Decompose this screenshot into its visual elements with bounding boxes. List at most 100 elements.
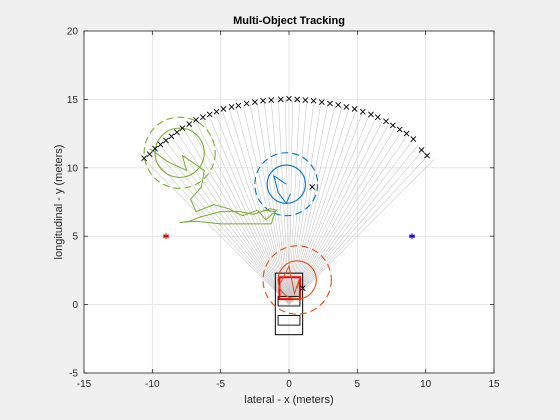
sensor-ray — [288, 110, 357, 305]
sensor-ray — [288, 103, 329, 305]
detection-marker — [179, 125, 186, 132]
detection-marker — [174, 129, 180, 136]
x-tick-label: 5 — [355, 379, 361, 390]
asterisk-marker — [409, 233, 415, 240]
track-outer-circle — [143, 116, 216, 189]
sensor-ray — [159, 144, 290, 305]
sensor-ray — [242, 104, 290, 305]
sensor-ray — [288, 132, 401, 305]
detection-marker — [351, 106, 358, 112]
detection-marker — [163, 137, 169, 144]
y-tick-labels: -5 0 5 10 15 20 — [67, 27, 79, 380]
detection-marker — [389, 122, 396, 129]
detection-marker — [299, 285, 306, 292]
sensor-ray — [249, 103, 290, 305]
y-tick-label: 20 — [67, 27, 79, 38]
asterisk-marker — [163, 233, 169, 240]
detection-marker — [294, 96, 301, 103]
detection-marker — [235, 102, 242, 109]
detection-marker — [168, 133, 175, 140]
detection-marker — [302, 97, 309, 104]
vehicle-window — [277, 295, 301, 307]
detection-marker — [368, 111, 374, 118]
x-tick-label: 10 — [420, 379, 432, 390]
sensor-ray — [288, 100, 315, 305]
track-inner-circle — [154, 127, 205, 178]
sensor-ray — [189, 124, 290, 305]
x-axis-label: lateral - x (meters) — [244, 394, 333, 406]
sensor-ray — [288, 121, 383, 305]
detection-marker — [335, 101, 342, 108]
detection-marker — [327, 100, 333, 107]
axis-ticks — [83, 30, 495, 374]
sensor-ray — [288, 149, 424, 305]
track-inner-circle — [277, 260, 317, 300]
sensor-ray — [263, 100, 290, 305]
sensor-ray — [288, 144, 419, 305]
detection-marker — [260, 97, 266, 104]
sensor-ray — [288, 154, 430, 305]
track-inner-circle — [266, 164, 306, 204]
detection-marker — [146, 151, 153, 158]
x-tick-labels: -15 -10 -5 0 5 10 15 — [77, 379, 500, 390]
detection-marker — [228, 104, 235, 110]
x-tick-label: 15 — [488, 379, 500, 390]
detection-marker — [268, 97, 275, 104]
detection-marker — [418, 147, 425, 153]
sensor-ray — [202, 118, 290, 305]
sensor-ray — [288, 159, 435, 305]
y-tick-label: 5 — [72, 232, 78, 243]
track-outer-circle — [262, 245, 332, 315]
x-tick-label: 0 — [286, 379, 292, 390]
detection-marker — [157, 141, 164, 148]
detections — [141, 95, 430, 292]
sensor-ray — [177, 132, 290, 305]
track-outer-circle — [254, 152, 319, 217]
sensor-ray — [288, 136, 407, 305]
sensor-ray — [288, 124, 389, 305]
detection-marker — [186, 121, 193, 127]
detection-marker — [309, 184, 316, 190]
x-tick-label: -15 — [77, 379, 92, 390]
sensor-rays — [143, 99, 435, 305]
x-tick-label: -10 — [145, 379, 160, 390]
vehicle-body — [274, 272, 304, 336]
sensor-ray — [288, 106, 343, 305]
y-tick-label: -5 — [69, 369, 78, 380]
detection-marker — [213, 108, 220, 115]
sensor-ray — [288, 108, 350, 305]
detection-marker — [310, 97, 317, 104]
sensor-ray — [148, 154, 290, 305]
track-path — [280, 264, 301, 296]
chart-title: Multi-Object Tracking — [233, 15, 345, 27]
detection-marker — [251, 99, 258, 106]
detection-marker — [220, 106, 227, 112]
track-path — [149, 148, 278, 225]
detection-marker — [141, 155, 148, 162]
y-tick-label: 0 — [72, 300, 78, 311]
detection-marker — [193, 117, 199, 123]
markers — [163, 233, 415, 240]
detection-marker — [424, 152, 430, 159]
sensor-ray — [195, 121, 290, 305]
sensor-ray — [288, 100, 308, 305]
sensor-ray — [288, 140, 413, 305]
detection-marker — [286, 95, 292, 102]
sensor-ray — [288, 101, 322, 305]
detection-marker — [243, 100, 250, 107]
detection-marker — [152, 145, 158, 152]
detection-marker — [359, 108, 366, 115]
sensor-ray — [288, 104, 336, 305]
detection-marker — [396, 126, 403, 133]
detection-marker — [383, 118, 389, 125]
sensor-ray — [288, 128, 395, 305]
sensor-ray — [288, 118, 376, 305]
y-tick-label: 15 — [67, 95, 79, 106]
sensor-ray — [154, 149, 290, 305]
y-axis-label: longitudinal - y (meters) — [53, 145, 65, 260]
y-tick-label: 10 — [67, 163, 79, 174]
detection-marker — [374, 114, 381, 121]
tracks — [143, 116, 332, 315]
detection-marker — [410, 136, 417, 142]
